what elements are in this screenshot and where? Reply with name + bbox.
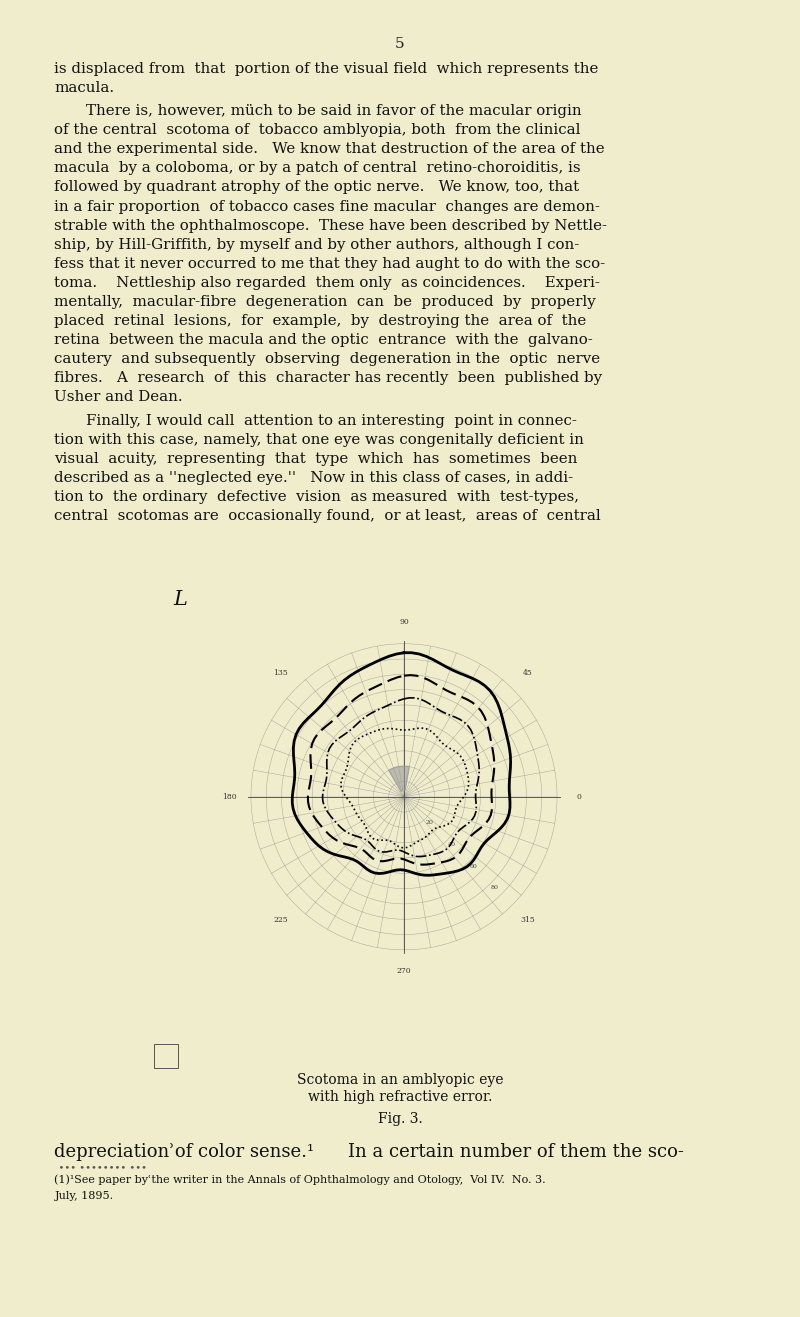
Text: 270: 270 [397,967,411,976]
Text: fess that it never occurred to me that they had aught to do with the sco-: fess that it never occurred to me that t… [54,257,606,271]
Polygon shape [389,766,410,792]
Text: tion with this case, namely, that one eye was congenitally deficient in: tion with this case, namely, that one ey… [54,432,584,446]
Text: retina  between the macula and the optic  entrance  with the  galvano-: retina between the macula and the optic … [54,333,593,348]
Text: with high refractive error.: with high refractive error. [308,1090,492,1105]
Text: in a fair proportion  of tobacco cases fine macular  changes are demon-: in a fair proportion of tobacco cases fi… [54,199,600,213]
Text: 315: 315 [520,917,534,925]
Text: mentally,  macular-fibre  degeneration  can  be  produced  by  properly: mentally, macular-fibre degeneration can… [54,295,596,309]
Text: 20: 20 [426,820,434,826]
Text: (1)¹See paper byʿthe writer in the Annals of Ophthalmology and Otology,  Vol IV.: (1)¹See paper byʿthe writer in the Annal… [54,1175,546,1185]
Text: and the experimental side.   We know that destruction of the area of the: and the experimental side. We know that … [54,142,605,157]
Text: 90: 90 [399,618,409,627]
Text: Finally, I would call  attention to an interesting  point in connec-: Finally, I would call attention to an in… [86,414,578,428]
Text: cautery  and subsequently  observing  degeneration in the  optic  nerve: cautery and subsequently observing degen… [54,352,601,366]
Text: Scotoma in an amblyopic eye: Scotoma in an amblyopic eye [297,1073,503,1088]
Text: of the central  scotoma of  tobacco amblyopia, both  from the clinical: of the central scotoma of tobacco amblyo… [54,122,581,137]
Text: is displaced from  that  portion of the visual field  which represents the: is displaced from that portion of the vi… [54,62,598,76]
Text: ship, by Hill-Griffith, by myself and by other authors, although I con-: ship, by Hill-Griffith, by myself and by… [54,237,580,252]
Text: July, 1895.: July, 1895. [54,1191,114,1201]
Text: toma.    Nettleship also regarded  them only  as coincidences.    Experi-: toma. Nettleship also regarded them only… [54,275,600,290]
Text: Fig. 3.: Fig. 3. [378,1112,422,1126]
Text: 180: 180 [222,793,237,801]
Text: visual  acuity,  representing  that  type  which  has  sometimes  been: visual acuity, representing that type wh… [54,452,578,466]
Text: fibres.   A  research  of  this  character has recently  been  published by: fibres. A research of this character has… [54,371,602,386]
Text: 60: 60 [470,864,477,868]
Text: described as a ''neglected eye.''   Now in this class of cases, in addi-: described as a ''neglected eye.'' Now in… [54,471,574,485]
Text: Usher and Dean.: Usher and Dean. [54,390,183,404]
Text: 40: 40 [447,842,456,847]
Text: depreciationʾof color sense.¹: depreciationʾof color sense.¹ [54,1143,314,1162]
Text: There is, however, müch to be said in favor of the macular origin: There is, however, müch to be said in fa… [86,104,582,119]
Text: macula.: macula. [54,82,114,95]
Text: L: L [173,590,187,608]
Text: 135: 135 [274,669,288,677]
Text: 0: 0 [576,793,581,801]
Text: tion to  the ordinary  defective  vision  as measured  with  test-types,: tion to the ordinary defective vision as… [54,490,579,504]
Text: placed  retinal  lesions,  for  example,  by  destroying the  area of  the: placed retinal lesions, for example, by … [54,313,586,328]
Text: ••• •••••••• •••: ••• •••••••• ••• [46,1164,147,1173]
Text: followed by quadrant atrophy of the optic nerve.   We know, too, that: followed by quadrant atrophy of the opti… [54,180,579,195]
Text: central  scotomas are  occasionally found,  or at least,  areas of  central: central scotomas are occasionally found,… [54,508,601,523]
Text: In a certain number of them the sco-: In a certain number of them the sco- [348,1143,684,1162]
Text: 80: 80 [491,885,499,890]
Text: 5: 5 [395,37,405,51]
Text: 45: 45 [522,669,532,677]
Bar [154,1044,178,1068]
Text: strable with the ophthalmoscope.  These have been described by Nettle-: strable with the ophthalmoscope. These h… [54,219,607,233]
Text: macula  by a coloboma, or by a patch of central  retino-choroiditis, is: macula by a coloboma, or by a patch of c… [54,161,581,175]
Text: 225: 225 [274,917,288,925]
